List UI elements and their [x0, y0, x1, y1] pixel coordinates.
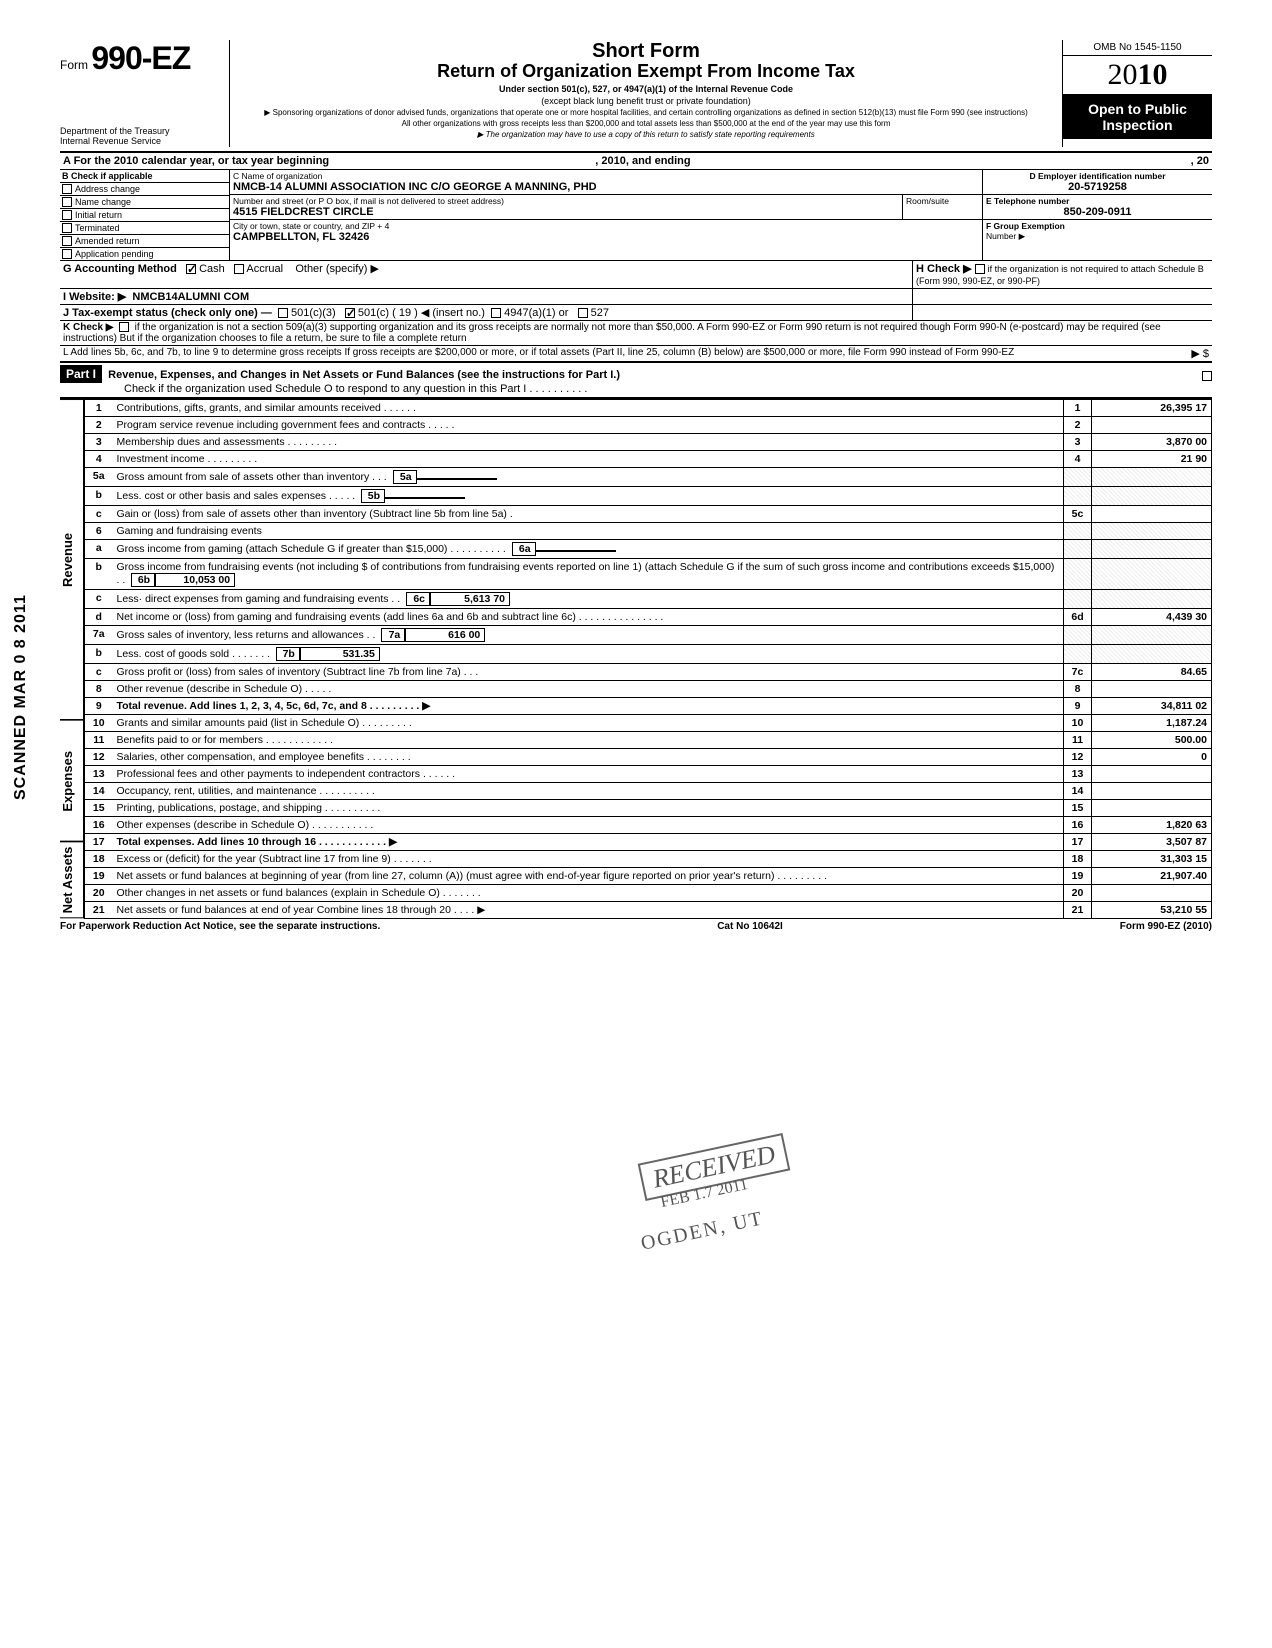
note-sponsoring: ▶ Sponsoring organizations of donor advi… — [238, 108, 1054, 117]
row-9: 9Total revenue. Add lines 1, 2, 3, 4, 5c… — [85, 697, 1212, 714]
box-b-label: B Check if applicable — [60, 170, 229, 183]
box-c-name: C Name of organization NMCB-14 ALUMNI AS… — [230, 170, 982, 195]
row-7a: 7aGross sales of inventory, less returns… — [85, 625, 1212, 644]
chk-schedule-o-part1[interactable] — [1202, 371, 1212, 381]
note-copy: ▶ The organization may have to use a cop… — [238, 130, 1054, 139]
row-18: 18Excess or (deficit) for the year (Subt… — [85, 850, 1212, 867]
line-k: K Check ▶ if the organization is not a s… — [60, 321, 1212, 346]
stamp-date: FEB 1.7 2011 — [659, 1176, 750, 1212]
row-6a: aGross income from gaming (attach Schedu… — [85, 539, 1212, 558]
scanned-stamp: SCANNED MAR 0 8 2011 — [12, 594, 30, 800]
title-return: Return of Organization Exempt From Incom… — [238, 61, 1054, 82]
chk-501c[interactable] — [345, 308, 355, 318]
subtitle-except: (except black lung benefit trust or priv… — [238, 96, 1054, 106]
chk-amended[interactable]: Amended return — [60, 235, 229, 248]
row-2: 2Program service revenue including gover… — [85, 416, 1212, 433]
row-5a: 5aGross amount from sale of assets other… — [85, 467, 1212, 486]
row-6c: cLess· direct expenses from gaming and f… — [85, 589, 1212, 608]
chk-application-pending[interactable]: Application pending — [60, 248, 229, 260]
open-to-public: Open to Public Inspection — [1063, 95, 1212, 139]
chk-address-change[interactable]: Address change — [60, 183, 229, 196]
row-11: 11Benefits paid to or for members . . . … — [85, 731, 1212, 748]
stamp-ogden: OGDEN, UT — [639, 1207, 766, 1255]
box-d-ein: D Employer identification number 20-5719… — [983, 170, 1212, 195]
row-10: 10Grants and similar amounts paid (list … — [85, 714, 1212, 731]
row-7b: bLess. cost of goods sold . . . . . . . … — [85, 644, 1212, 663]
row-3: 3Membership dues and assessments . . . .… — [85, 433, 1212, 450]
row-12: 12Salaries, other compensation, and empl… — [85, 748, 1212, 765]
line-l: L Add lines 5b, 6c, and 7b, to line 9 to… — [60, 346, 1212, 362]
row-8: 8Other revenue (describe in Schedule O) … — [85, 680, 1212, 697]
lines-table: 1Contributions, gifts, grants, and simil… — [84, 399, 1212, 919]
row-13: 13Professional fees and other payments t… — [85, 765, 1212, 782]
part1-header: Part I Revenue, Expenses, and Changes in… — [60, 362, 1212, 398]
row-21: 21Net assets or fund balances at end of … — [85, 901, 1212, 918]
chk-schedule-b[interactable] — [975, 264, 985, 274]
line-a: A For the 2010 calendar year, or tax yea… — [60, 153, 1212, 170]
side-expenses: Expenses — [60, 720, 84, 842]
line-i: I Website: ▶ NMCB14ALUMNI COM — [60, 288, 1212, 304]
row-20: 20Other changes in net assets or fund ba… — [85, 884, 1212, 901]
chk-accrual[interactable] — [234, 264, 244, 274]
omb-number: OMB No 1545-1150 — [1063, 40, 1212, 56]
row-16: 16Other expenses (describe in Schedule O… — [85, 816, 1212, 833]
box-c-street: Number and street (or P O box, if mail i… — [230, 195, 902, 219]
row-7c: cGross profit or (loss) from sales of in… — [85, 663, 1212, 680]
row-5b: bLess. cost or other basis and sales exp… — [85, 486, 1212, 505]
chk-501c3[interactable] — [278, 308, 288, 318]
row-4: 4Investment income . . . . . . . . .421 … — [85, 450, 1212, 467]
chk-4947[interactable] — [491, 308, 501, 318]
row-6d: dNet income or (loss) from gaming and fu… — [85, 608, 1212, 625]
entity-info-block: B Check if applicable Address change Nam… — [60, 170, 1212, 260]
part1-table: Revenue Expenses Net Assets 1Contributio… — [60, 398, 1212, 919]
row-19: 19Net assets or fund balances at beginni… — [85, 867, 1212, 884]
tax-year: 2010 — [1063, 56, 1212, 95]
line-g-h: G Accounting Method Cash Accrual Other (… — [60, 260, 1212, 288]
row-17: 17Total expenses. Add lines 10 through 1… — [85, 833, 1212, 850]
form-header: Form 990-EZ Department of the Treasury I… — [60, 40, 1212, 153]
dept-block: Department of the Treasury Internal Reve… — [60, 127, 223, 147]
row-6b: bGross income from fundraising events (n… — [85, 558, 1212, 589]
chk-line-k[interactable] — [119, 322, 129, 332]
form-page: Form 990-EZ Department of the Treasury I… — [60, 40, 1212, 932]
chk-initial-return[interactable]: Initial return — [60, 209, 229, 222]
title-short-form: Short Form — [238, 40, 1054, 63]
note-other-orgs: All other organizations with gross recei… — [238, 119, 1054, 128]
chk-cash[interactable] — [186, 264, 196, 274]
room-suite: Room/suite — [902, 195, 982, 219]
box-e-phone: E Telephone number 850-209-0911 — [983, 195, 1212, 220]
box-c-city: City or town, state or country, and ZIP … — [230, 220, 982, 244]
page-footer: For Paperwork Reduction Act Notice, see … — [60, 921, 1212, 932]
side-net-assets: Net Assets — [60, 841, 84, 918]
row-14: 14Occupancy, rent, utilities, and mainte… — [85, 782, 1212, 799]
row-15: 15Printing, publications, postage, and s… — [85, 799, 1212, 816]
chk-name-change[interactable]: Name change — [60, 196, 229, 209]
chk-527[interactable] — [578, 308, 588, 318]
form-number: Form 990-EZ — [60, 40, 223, 77]
side-revenue: Revenue — [60, 399, 84, 720]
box-f-group: F Group Exemption Number ▶ — [983, 220, 1212, 243]
line-j: J Tax-exempt status (check only one) — 5… — [60, 304, 1212, 321]
row-1: 1Contributions, gifts, grants, and simil… — [85, 399, 1212, 416]
subtitle-under-section: Under section 501(c), 527, or 4947(a)(1)… — [238, 84, 1054, 94]
row-6: 6Gaming and fundraising events — [85, 522, 1212, 539]
chk-terminated[interactable]: Terminated — [60, 222, 229, 235]
row-5c: cGain or (loss) from sale of assets othe… — [85, 505, 1212, 522]
